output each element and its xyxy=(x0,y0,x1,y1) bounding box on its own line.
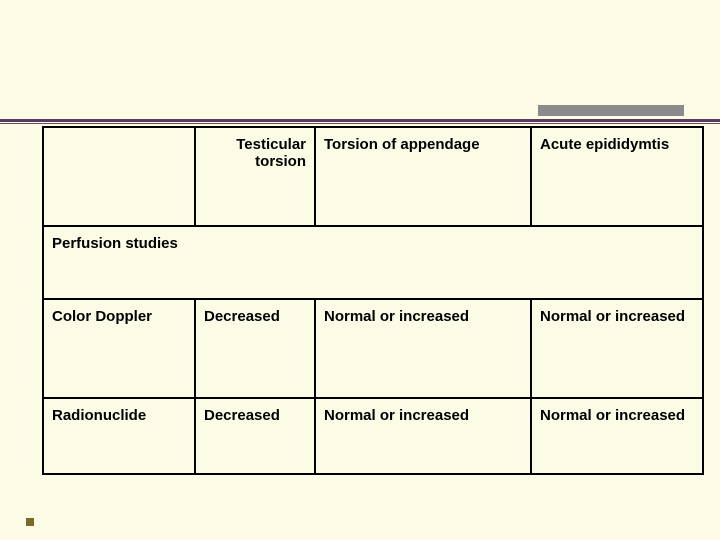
cell-normal-or-increased: Normal or increased xyxy=(531,398,703,474)
header-line1: Testicular xyxy=(236,136,306,153)
header-testicular-torsion: Testicular torsion xyxy=(195,127,315,226)
section-row: Perfusion studies xyxy=(43,226,703,299)
header-empty xyxy=(43,127,195,226)
row-label: Color Doppler xyxy=(43,299,195,398)
decorative-line-thick xyxy=(0,119,720,122)
cell-decreased: Decreased xyxy=(195,299,315,398)
header-line1: Acute epididymtis xyxy=(540,136,669,153)
header-torsion-appendage: Torsion of appendage xyxy=(315,127,531,226)
table-row: Color Doppler Decreased Normal or increa… xyxy=(43,299,703,398)
table-header-row: Testicular torsion Torsion of appendage … xyxy=(43,127,703,226)
cell-decreased: Decreased xyxy=(195,398,315,474)
decorative-line-thin xyxy=(0,123,720,124)
comparison-table: Testicular torsion Torsion of appendage … xyxy=(42,126,704,475)
header-acute-epididymitis: Acute epididymtis xyxy=(531,127,703,226)
slide: Testicular torsion Torsion of appendage … xyxy=(0,0,720,540)
cell-normal-or-increased: Normal or increased xyxy=(315,299,531,398)
footer-square-icon xyxy=(26,518,34,526)
header-line1: Torsion of appendage xyxy=(324,136,480,153)
cell-normal-or-increased: Normal or increased xyxy=(315,398,531,474)
section-label: Perfusion studies xyxy=(43,226,703,299)
header-line2: torsion xyxy=(255,153,306,170)
row-label: Radionuclide xyxy=(43,398,195,474)
decorative-bar xyxy=(538,105,684,116)
cell-normal-or-increased: Normal or increased xyxy=(531,299,703,398)
table-row: Radionuclide Decreased Normal or increas… xyxy=(43,398,703,474)
